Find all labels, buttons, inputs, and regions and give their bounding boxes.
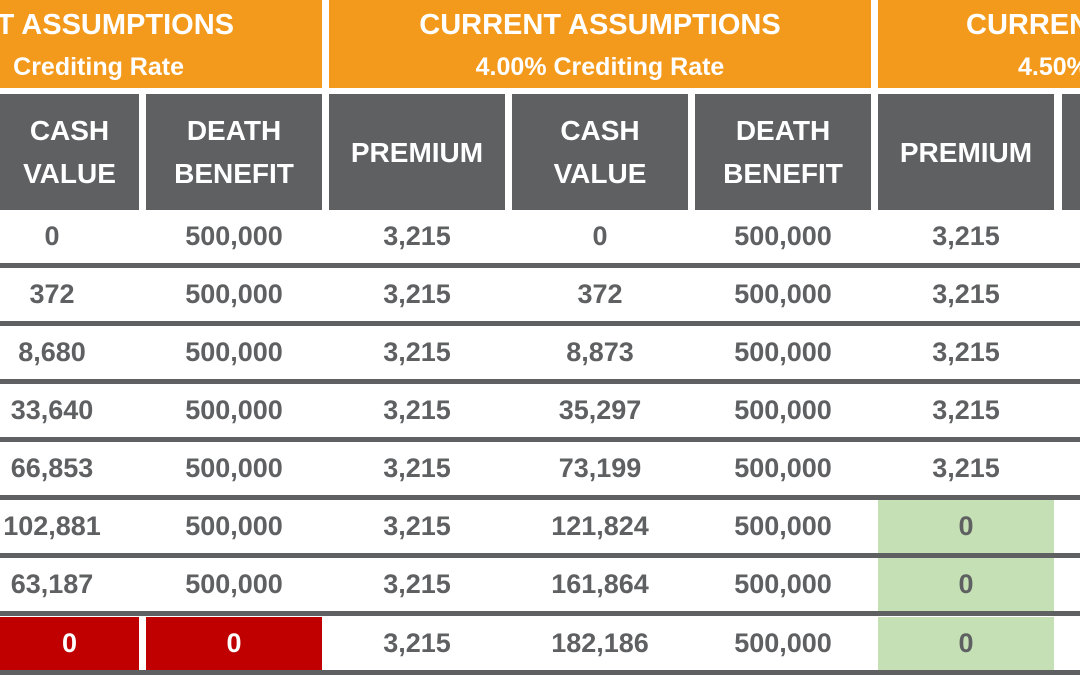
table-cell: 0: [592, 221, 608, 251]
table-cell: 500,000: [185, 221, 283, 251]
table-cell: 500,000: [734, 395, 832, 425]
column-header-death-benefit: DEATH BENEFIT: [146, 94, 322, 210]
group-subtitle: Crediting Rate: [13, 53, 184, 81]
table-cell: 73,199: [558, 453, 642, 483]
group-title: CURRENT ASSUMPTIONS: [419, 9, 781, 41]
table-cell: 8,680: [18, 337, 86, 367]
table-cell: 3,215: [383, 453, 451, 483]
table-cell: 500,000: [185, 569, 283, 599]
table-cell: 182,186: [551, 628, 649, 658]
table-cell: 63,187: [10, 569, 94, 599]
column-header-premium: PREMIUM: [329, 94, 505, 210]
row-divider: [0, 263, 1080, 268]
table-cell: 3,215: [383, 628, 451, 658]
column-header-partial: [1062, 94, 1080, 210]
table-cell-lapsed: 0: [146, 617, 322, 670]
table-cell: 35,297: [558, 395, 642, 425]
group-subtitle: 4.50%: [1018, 53, 1080, 81]
table-cell: 3,215: [932, 453, 1000, 483]
group-header-current-450: CURREN 4.50%: [878, 0, 1080, 88]
table-cell: 3,215: [383, 337, 451, 367]
table-cell: 33,640: [10, 395, 94, 425]
table-cell-lapsed: 0: [0, 617, 139, 670]
row-divider: [0, 437, 1080, 442]
row-divider: [0, 379, 1080, 384]
row-divider: [0, 495, 1080, 500]
column-header-cash-value: CASH VALUE: [0, 94, 139, 210]
table-cell-premium-zero: 0: [878, 500, 1054, 553]
table-cell: 500,000: [734, 569, 832, 599]
table-cell: 500,000: [734, 628, 832, 658]
row-divider: [0, 553, 1080, 558]
table-cell: 500,000: [185, 395, 283, 425]
table-cell: 500,000: [734, 511, 832, 541]
table-cell: 3,215: [383, 511, 451, 541]
table-cell: 3,215: [932, 395, 1000, 425]
table-cell: 372: [29, 279, 75, 309]
table-cell: 121,824: [551, 511, 649, 541]
table-cell: 8,873: [566, 337, 634, 367]
table-cell: 372: [577, 279, 623, 309]
table-cell: 3,215: [383, 279, 451, 309]
group-title: CURREN: [966, 9, 1080, 41]
row-divider: [0, 670, 1080, 675]
table-cell-premium-zero: 0: [878, 558, 1054, 611]
column-header-premium: PREMIUM: [878, 94, 1054, 210]
table-cell-premium-zero: 0: [878, 617, 1054, 670]
table-cell: 3,215: [932, 221, 1000, 251]
table-cell: 500,000: [734, 337, 832, 367]
row-divider: [0, 611, 1080, 616]
group-header-current-400: CURRENT ASSUMPTIONS 4.00% Crediting Rate: [329, 0, 871, 88]
table-cell: 500,000: [734, 221, 832, 251]
group-header-guaranteed: T ASSUMPTIONS Crediting Rate: [0, 0, 322, 88]
group-subtitle: 4.00% Crediting Rate: [475, 53, 725, 81]
table-cell: 500,000: [185, 337, 283, 367]
group-title: T ASSUMPTIONS: [0, 9, 234, 41]
row-divider: [0, 321, 1080, 326]
column-header-death-benefit: DEATH BENEFIT: [695, 94, 871, 210]
table-cell: 500,000: [734, 453, 832, 483]
table-cell: 500,000: [185, 453, 283, 483]
table-cell: 0: [44, 221, 60, 251]
table-cell: 3,215: [383, 395, 451, 425]
table-cell: 66,853: [10, 453, 94, 483]
table-cell: 500,000: [185, 279, 283, 309]
table-cell: 3,215: [932, 279, 1000, 309]
column-header-cash-value: CASH VALUE: [512, 94, 688, 210]
table-cell: 500,000: [734, 279, 832, 309]
table-cell: 102,881: [3, 511, 101, 541]
table-cell: 500,000: [185, 511, 283, 541]
table-cell: 3,215: [383, 569, 451, 599]
table-cell: 3,215: [383, 221, 451, 251]
table-cell: 161,864: [551, 569, 649, 599]
table-cell: 3,215: [932, 337, 1000, 367]
